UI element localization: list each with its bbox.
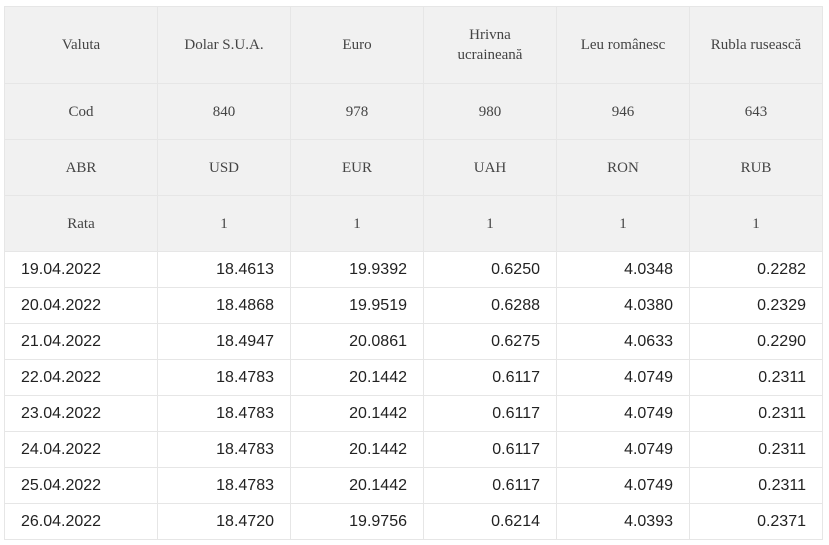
rate-cell: 18.4947 [157, 323, 291, 360]
date-cell: 24.04.2022 [4, 431, 158, 468]
rate-cell: 0.2311 [689, 431, 823, 468]
rate-cell: 19.9519 [290, 287, 424, 324]
rate-cell: 4.0380 [556, 287, 690, 324]
rate-cell: 0.6288 [423, 287, 557, 324]
header-cell: Valuta [4, 6, 158, 84]
rate-cell: 0.2282 [689, 251, 823, 288]
header-cell: 946 [556, 83, 690, 140]
rate-cell: 0.2371 [689, 503, 823, 540]
header-cell: RON [556, 139, 690, 196]
rate-cell: 20.1442 [290, 395, 424, 432]
date-cell: 20.04.2022 [4, 287, 158, 324]
table-row: 26.04.2022 18.4720 19.9756 0.6214 4.0393… [4, 503, 823, 540]
date-cell: 19.04.2022 [4, 251, 158, 288]
header-cell: EUR [290, 139, 424, 196]
rate-cell: 0.6214 [423, 503, 557, 540]
rate-cell: 19.9392 [290, 251, 424, 288]
header-cell: 840 [157, 83, 291, 140]
header-cell: 980 [423, 83, 557, 140]
header-cell: 1 [290, 195, 424, 252]
rate-cell: 4.0749 [556, 359, 690, 396]
header-cell: RUB [689, 139, 823, 196]
rate-cell: 4.0348 [556, 251, 690, 288]
header-cell: 1 [556, 195, 690, 252]
header-row-code: Cod 840 978 980 946 643 [4, 83, 823, 140]
table-row: 24.04.2022 18.4783 20.1442 0.6117 4.0749… [4, 431, 823, 468]
table-row: 20.04.2022 18.4868 19.9519 0.6288 4.0380… [4, 287, 823, 324]
rate-cell: 20.1442 [290, 359, 424, 396]
date-cell: 26.04.2022 [4, 503, 158, 540]
header-row-abbreviation: ABR USD EUR UAH RON RUB [4, 139, 823, 196]
rate-cell: 0.6275 [423, 323, 557, 360]
header-cell: Dolar S.U.A. [157, 6, 291, 84]
rate-cell: 0.2311 [689, 467, 823, 504]
header-cell: 1 [689, 195, 823, 252]
rate-cell: 4.0749 [556, 467, 690, 504]
rate-cell: 18.4783 [157, 431, 291, 468]
table-row: 23.04.2022 18.4783 20.1442 0.6117 4.0749… [4, 395, 823, 432]
table-row: 25.04.2022 18.4783 20.1442 0.6117 4.0749… [4, 467, 823, 504]
header-row-rate: Rata 1 1 1 1 1 [4, 195, 823, 252]
header-cell: Rubla rusească [689, 6, 823, 84]
date-cell: 25.04.2022 [4, 467, 158, 504]
header-cell: UAH [423, 139, 557, 196]
rate-cell: 18.4783 [157, 395, 291, 432]
rate-cell: 19.9756 [290, 503, 424, 540]
header-cell: Rata [4, 195, 158, 252]
header-cell: Leu românesc [556, 6, 690, 84]
rate-cell: 20.0861 [290, 323, 424, 360]
header-cell: 978 [290, 83, 424, 140]
date-cell: 23.04.2022 [4, 395, 158, 432]
header-cell: Euro [290, 6, 424, 84]
header-cell: Cod [4, 83, 158, 140]
header-cell: 1 [423, 195, 557, 252]
header-cell: 1 [157, 195, 291, 252]
rate-cell: 4.0749 [556, 395, 690, 432]
rate-cell: 0.2329 [689, 287, 823, 324]
table-row: 22.04.2022 18.4783 20.1442 0.6117 4.0749… [4, 359, 823, 396]
header-row-currency: Valuta Dolar S.U.A. Euro Hrivna ucrainea… [4, 6, 823, 84]
rate-cell: 4.0749 [556, 431, 690, 468]
date-cell: 21.04.2022 [4, 323, 158, 360]
header-cell: ABR [4, 139, 158, 196]
rate-cell: 0.6117 [423, 467, 557, 504]
rate-cell: 18.4868 [157, 287, 291, 324]
rate-cell: 0.2290 [689, 323, 823, 360]
header-cell: 643 [689, 83, 823, 140]
rate-cell: 0.2311 [689, 395, 823, 432]
exchange-rates-table: Valuta Dolar S.U.A. Euro Hrivna ucrainea… [4, 6, 823, 540]
rate-cell: 0.6250 [423, 251, 557, 288]
rate-cell: 0.6117 [423, 359, 557, 396]
date-cell: 22.04.2022 [4, 359, 158, 396]
table-row: 19.04.2022 18.4613 19.9392 0.6250 4.0348… [4, 251, 823, 288]
rate-cell: 4.0393 [556, 503, 690, 540]
rate-cell: 20.1442 [290, 467, 424, 504]
rate-cell: 18.4720 [157, 503, 291, 540]
rate-cell: 18.4783 [157, 467, 291, 504]
rate-cell: 4.0633 [556, 323, 690, 360]
rate-cell: 0.6117 [423, 431, 557, 468]
table-row: 21.04.2022 18.4947 20.0861 0.6275 4.0633… [4, 323, 823, 360]
rate-cell: 0.6117 [423, 395, 557, 432]
rate-cell: 18.4783 [157, 359, 291, 396]
exchange-rates-container: Valuta Dolar S.U.A. Euro Hrivna ucrainea… [4, 6, 823, 540]
header-cell: USD [157, 139, 291, 196]
rate-cell: 20.1442 [290, 431, 424, 468]
rate-cell: 0.2311 [689, 359, 823, 396]
rate-cell: 18.4613 [157, 251, 291, 288]
header-cell: Hrivna ucraineană [423, 6, 557, 84]
